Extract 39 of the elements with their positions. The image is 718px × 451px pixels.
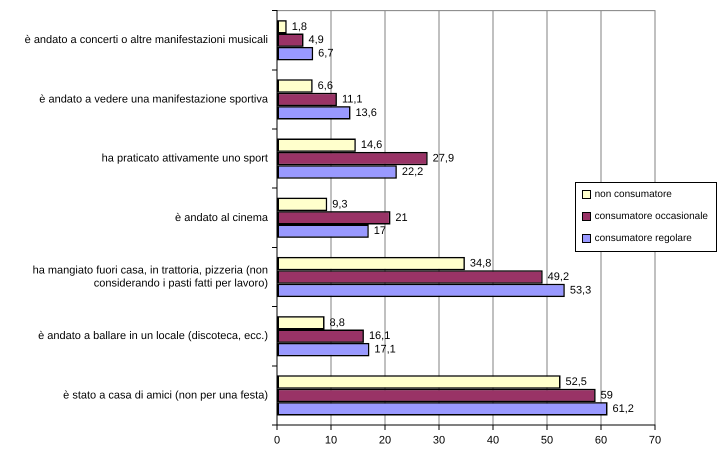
y-tick-label: ha praticato attivamente uno sport — [102, 152, 268, 165]
data-label: 61,2 — [612, 402, 634, 415]
y-tick-label: è stato a casa di amici (non per una festa) — [63, 389, 268, 402]
data-label: 34,8 — [470, 258, 492, 270]
data-label: 27,9 — [432, 152, 454, 165]
x-tick-label: 60 — [594, 434, 608, 447]
data-label: 8,8 — [330, 316, 345, 329]
y-tick-label: è andato al cinema — [175, 212, 269, 224]
data-label: 22,2 — [402, 166, 424, 178]
y-tick-label: è andato a concerti o altre manifestazioni musicali — [24, 34, 268, 46]
data-label: 59 — [600, 389, 613, 402]
data-label: 11,1 — [342, 93, 363, 106]
y-tick-label: è andato a vedere una manifestazione sportiva — [39, 93, 269, 106]
legend-label: consumatore regolare — [594, 233, 692, 244]
data-label: 14,6 — [360, 139, 382, 152]
data-label: 17,1 — [374, 344, 396, 356]
x-tick-label: 40 — [486, 434, 500, 447]
x-tick-label: 10 — [324, 434, 338, 447]
legend-label: consumatore occasionale — [594, 211, 708, 222]
data-label: 17 — [374, 225, 386, 238]
data-label: 49,2 — [548, 271, 570, 284]
y-tick-label: è andato a ballare in un locale (discoteca, ecc.) — [38, 330, 268, 342]
data-label: 9,3 — [332, 198, 348, 210]
data-label: 52,5 — [566, 376, 587, 388]
x-tick-label: 50 — [540, 434, 554, 447]
data-label: 16,1 — [368, 330, 390, 342]
data-label: 53,3 — [570, 284, 592, 296]
legend-label: non consumatore — [594, 189, 672, 200]
x-tick-label: 0 — [274, 434, 280, 447]
y-tick-label: ha mangiato fuori casa, in trattoria, pizzeria (non considerando i pasti fatti per lavoro) — [32, 264, 268, 290]
data-label: 13,6 — [355, 106, 377, 119]
x-tick-label: 70 — [648, 434, 662, 447]
data-label: 4,9 — [308, 34, 324, 46]
data-label: 1,8 — [292, 20, 308, 33]
x-tick-label: 30 — [432, 434, 446, 447]
data-label: 6,7 — [318, 48, 334, 60]
x-tick-label: 20 — [378, 434, 392, 447]
data-label: 21 — [395, 212, 408, 224]
data-label: 6,6 — [318, 80, 333, 92]
